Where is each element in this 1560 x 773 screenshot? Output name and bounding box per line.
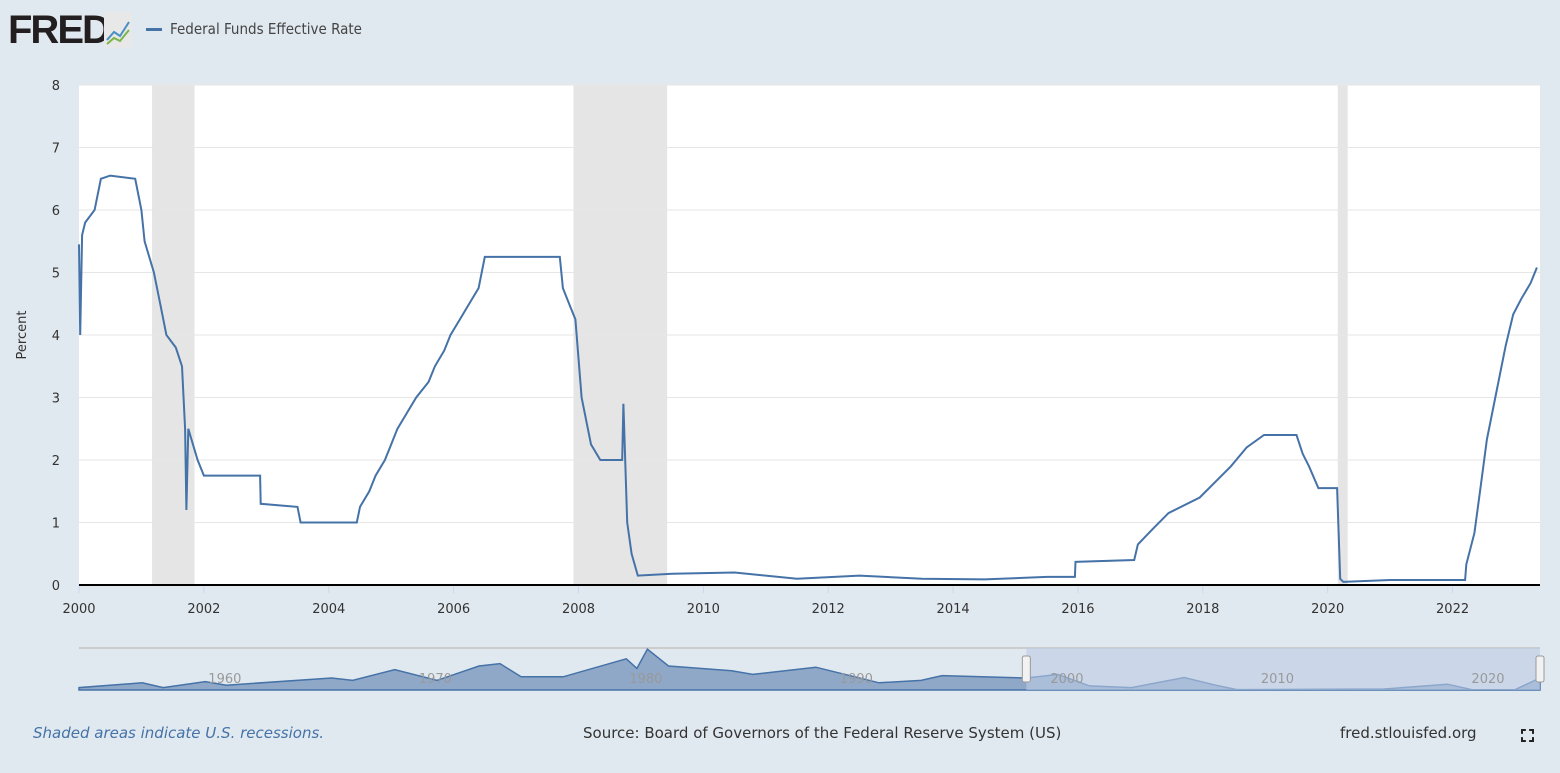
x-tick-label: 2014 <box>937 602 970 617</box>
x-tick-label: 2012 <box>812 602 845 617</box>
x-tick-label: 2006 <box>437 602 470 617</box>
navigator-label: 2010 <box>1261 672 1294 687</box>
navigator-label: 2000 <box>1050 672 1083 687</box>
site-link[interactable]: fred.stlouisfed.org <box>1340 724 1477 742</box>
x-tick-label: 2022 <box>1436 602 1469 617</box>
y-tick-label: 8 <box>52 79 60 94</box>
navigator-label: 1960 <box>208 672 241 687</box>
legend-label: Federal Funds Effective Rate <box>170 20 362 38</box>
legend-swatch <box>146 27 162 31</box>
x-tick-label: 2020 <box>1311 602 1344 617</box>
fullscreen-icon[interactable] <box>1521 729 1534 742</box>
source-text: Source: Board of Governors of the Federa… <box>583 724 1062 742</box>
navigator-selection <box>1026 648 1540 690</box>
recession-note: Shaded areas indicate U.S. recessions. <box>33 724 325 742</box>
x-tick-label: 2016 <box>1061 602 1094 617</box>
y-tick-label: 5 <box>52 267 60 282</box>
x-tick-label: 2008 <box>562 602 595 617</box>
series-line <box>78 174 1538 583</box>
navigator-handle[interactable] <box>1021 655 1031 683</box>
navigator-label: 1990 <box>840 672 873 687</box>
x-tick-label: 2000 <box>62 602 95 617</box>
y-tick-label: 4 <box>52 329 60 344</box>
y-tick-label: 2 <box>52 454 60 469</box>
navigator-label: 1970 <box>419 672 452 687</box>
fred-graph-icon <box>104 12 132 48</box>
y-tick-label: 1 <box>52 517 60 532</box>
x-tick-label: 2018 <box>1186 602 1219 617</box>
fred-logo[interactable]: FRED <box>8 8 111 52</box>
navigator[interactable]: 1960 1970 1980 1990 2000 2010 2020 <box>78 647 1545 691</box>
y-tick-label: 0 <box>52 579 60 594</box>
y-tick-label: 3 <box>52 392 60 407</box>
navigator-label: 1980 <box>629 672 662 687</box>
x-tick-label: 2004 <box>312 602 345 617</box>
y-tick-label: 6 <box>52 204 60 219</box>
y-axis-label: Percent <box>15 311 30 360</box>
x-tick-label: 2010 <box>687 602 720 617</box>
navigator-handle[interactable] <box>1535 655 1545 683</box>
legend[interactable]: Federal Funds Effective Rate <box>146 20 362 38</box>
y-tick-label: 7 <box>52 142 60 157</box>
x-tick-label: 2002 <box>187 602 220 617</box>
navigator-label: 2020 <box>1471 672 1504 687</box>
